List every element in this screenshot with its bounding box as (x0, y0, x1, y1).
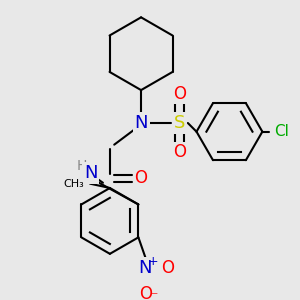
Text: N: N (134, 114, 148, 132)
Text: O: O (173, 85, 186, 103)
Text: Cl: Cl (274, 124, 289, 139)
Text: O: O (173, 143, 186, 161)
Text: +: + (148, 255, 158, 268)
Text: O: O (135, 169, 148, 188)
Text: O: O (161, 259, 174, 277)
Text: CH₃: CH₃ (63, 179, 84, 189)
Text: H: H (77, 159, 87, 173)
Text: N: N (84, 164, 98, 182)
Text: O: O (139, 285, 152, 300)
Text: N: N (139, 259, 152, 277)
Text: S: S (173, 114, 185, 132)
Text: ⁻: ⁻ (150, 290, 158, 300)
